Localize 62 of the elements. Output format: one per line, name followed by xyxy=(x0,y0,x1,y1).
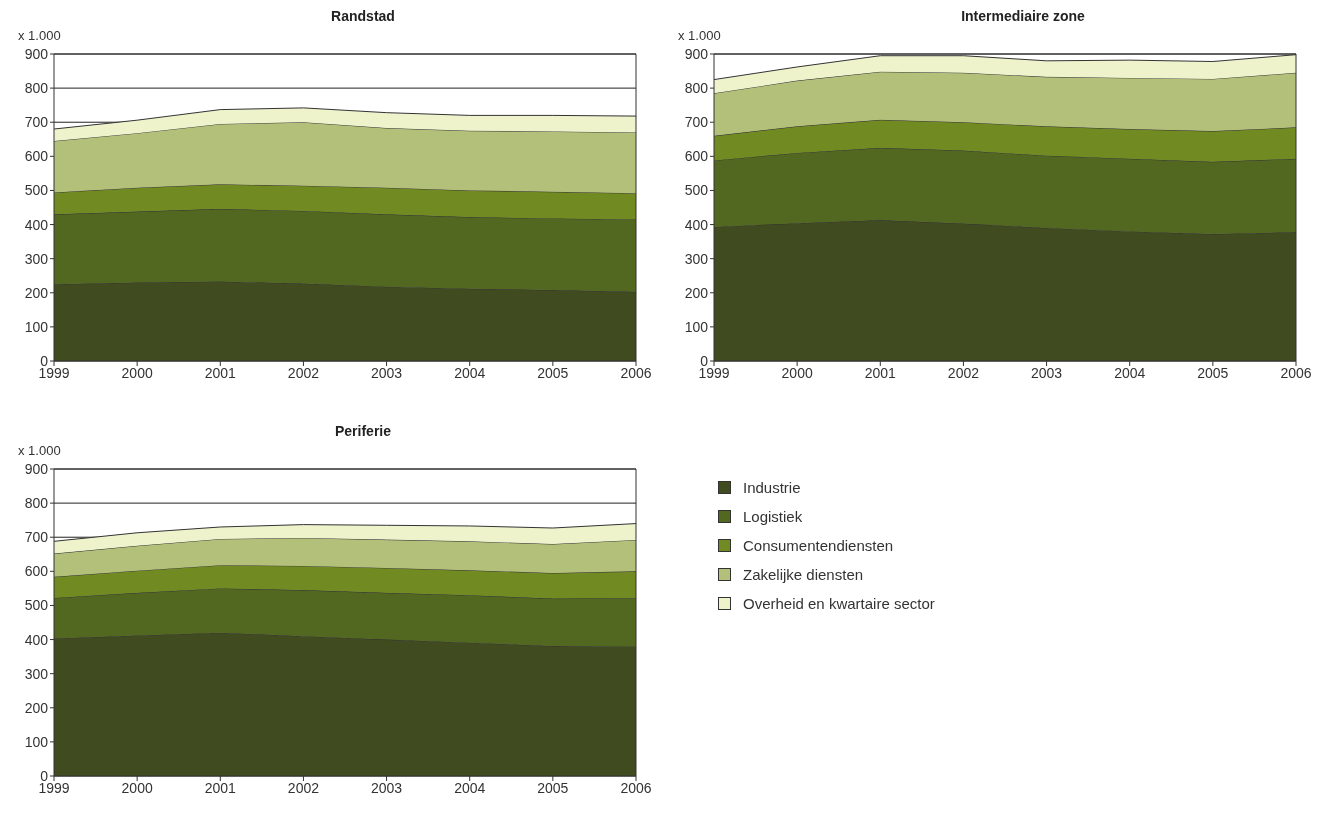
y-tick-label: 200 xyxy=(24,699,49,716)
y-tick-label: 100 xyxy=(684,318,709,335)
x-tick-label: 2001 xyxy=(204,364,237,381)
y-tick-label: 500 xyxy=(24,182,49,199)
y-tick-label: 300 xyxy=(684,250,709,267)
chart-title: Intermediaire zone xyxy=(960,8,1086,26)
y-tick-label: 400 xyxy=(24,631,49,648)
x-tick-label: 2001 xyxy=(204,779,237,796)
x-tick-label: 2005 xyxy=(1197,364,1229,381)
y-tick-label: 600 xyxy=(24,148,49,165)
y-tick-label: 700 xyxy=(684,114,709,131)
x-tick-label: 2002 xyxy=(947,364,980,381)
x-tick-label: 2004 xyxy=(454,779,486,796)
x-tick-label: 2004 xyxy=(1114,364,1146,381)
x-tick-label: 2002 xyxy=(287,364,320,381)
x-tick-label: 2006 xyxy=(1280,364,1312,381)
chart-title: Periferie xyxy=(333,423,392,441)
y-tick-label: 0 xyxy=(40,767,49,784)
legend-label: Consumentendiensten xyxy=(743,537,894,554)
x-tick-label: 2000 xyxy=(781,364,813,381)
y-tick-label: 800 xyxy=(24,495,49,512)
y-tick-label: 100 xyxy=(24,318,49,335)
x-tick-label: 2001 xyxy=(864,364,897,381)
y-tick-label: 600 xyxy=(684,148,709,165)
y-tick-label: 200 xyxy=(684,284,709,301)
x-tick-label: 2003 xyxy=(370,779,403,796)
y-tick-label: 700 xyxy=(24,114,49,131)
y-tick-label: 900 xyxy=(24,460,49,477)
legend-label: Logistiek xyxy=(743,508,803,525)
y-tick-label: 600 xyxy=(24,563,49,580)
y-tick-label: 300 xyxy=(24,250,49,267)
chart-title: Randstad xyxy=(330,8,396,26)
y-axis-title: x 1.000 xyxy=(18,443,62,460)
y-tick-label: 800 xyxy=(684,80,709,97)
legend-label: Overheid en kwartaire sector xyxy=(743,595,935,612)
y-tick-label: 0 xyxy=(40,352,49,369)
y-axis-title: x 1.000 xyxy=(678,28,722,45)
x-tick-label: 2005 xyxy=(537,779,569,796)
y-tick-label: 400 xyxy=(684,216,709,233)
y-tick-label: 900 xyxy=(684,45,709,62)
legend-label: Zakelijke diensten xyxy=(743,566,864,583)
x-tick-label: 2000 xyxy=(121,364,153,381)
x-tick-label: 2003 xyxy=(370,364,403,381)
y-tick-label: 800 xyxy=(24,80,49,97)
y-tick-label: 200 xyxy=(24,284,49,301)
y-axis-title: x 1.000 xyxy=(18,28,62,45)
x-tick-label: 2003 xyxy=(1030,364,1063,381)
x-tick-label: 2005 xyxy=(537,364,569,381)
x-tick-label: 2004 xyxy=(454,364,486,381)
legend-label: Industrie xyxy=(743,479,801,496)
x-tick-label: 2002 xyxy=(287,779,320,796)
x-tick-label: 2000 xyxy=(121,779,153,796)
x-tick-label: 2006 xyxy=(620,364,652,381)
y-tick-label: 300 xyxy=(24,665,49,682)
y-tick-label: 500 xyxy=(24,597,49,614)
y-tick-label: 700 xyxy=(24,529,49,546)
y-tick-label: 0 xyxy=(700,352,709,369)
y-tick-label: 500 xyxy=(684,182,709,199)
x-tick-label: 2006 xyxy=(620,779,652,796)
y-tick-label: 100 xyxy=(24,733,49,750)
y-tick-label: 900 xyxy=(24,45,49,62)
y-tick-label: 400 xyxy=(24,216,49,233)
